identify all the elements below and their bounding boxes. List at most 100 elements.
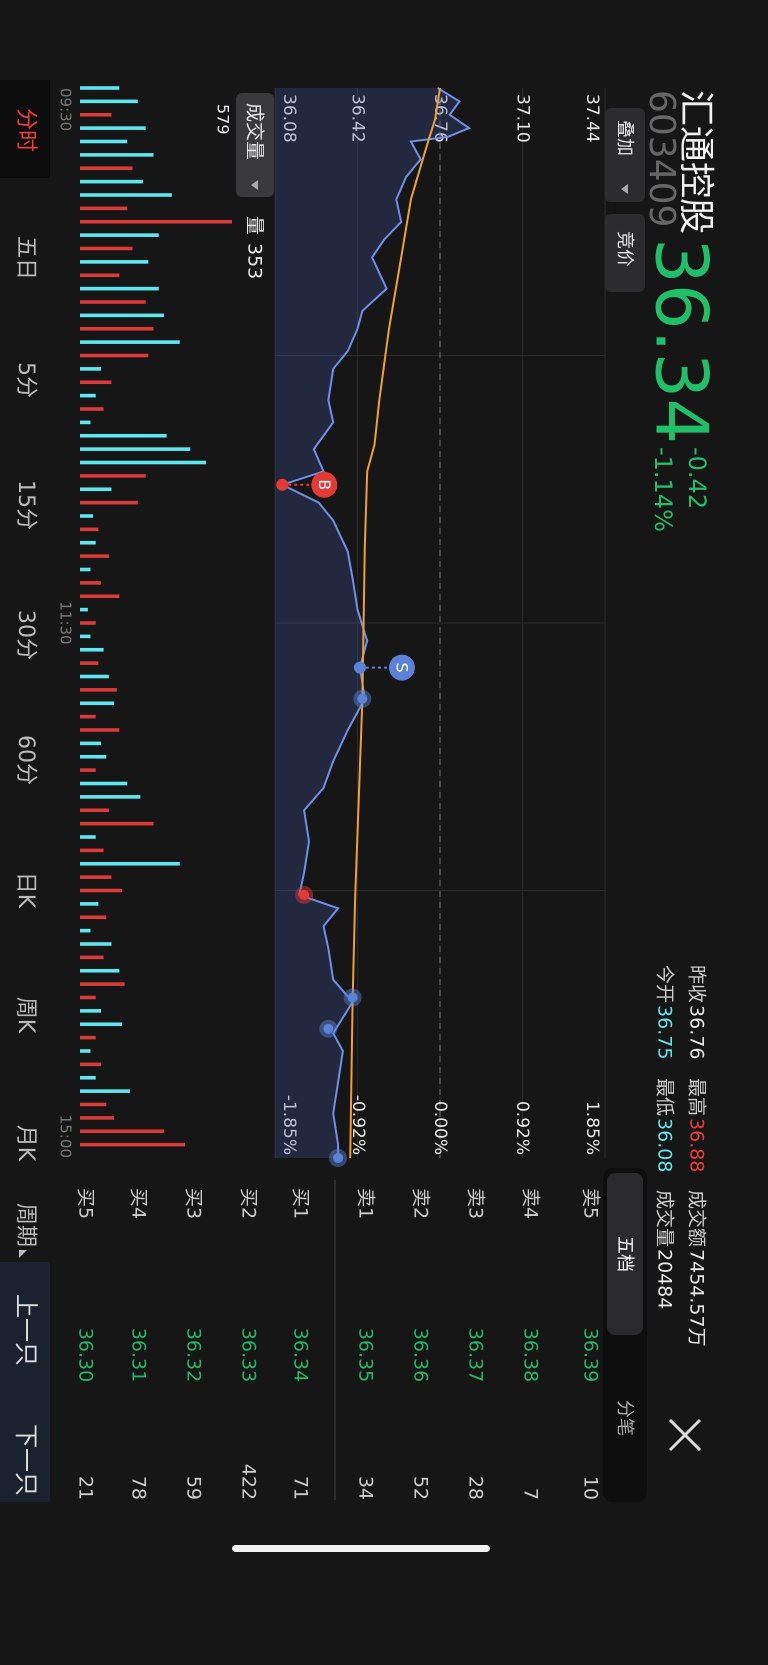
- auction-button[interactable]: [605, 214, 645, 292]
- volume-bar: [80, 661, 99, 665]
- book-price: 36.33: [238, 1328, 260, 1382]
- volume-bar: [79, 968, 120, 973]
- stat-value: 7454.57万: [686, 1249, 708, 1347]
- volume-bar: [79, 487, 112, 492]
- period-tab[interactable]: 月K: [13, 1125, 38, 1162]
- volume-bar: [80, 193, 172, 197]
- volume-bar: [80, 688, 117, 692]
- depth-tab[interactable]: 分笔: [614, 1400, 635, 1436]
- volume-bar: [79, 714, 96, 719]
- nav-button[interactable]: 下一只: [12, 1424, 40, 1496]
- volume-bar: [79, 567, 91, 572]
- volume-bar: [80, 955, 104, 960]
- book-label: 卖1: [355, 1188, 377, 1219]
- volume-bar: [80, 701, 115, 706]
- book-label: 卖2: [410, 1188, 432, 1219]
- stock-code: 603409: [641, 90, 682, 227]
- auction-label: 竞价: [614, 231, 635, 267]
- book-label: 买1: [290, 1188, 312, 1219]
- volume-bar: [80, 353, 149, 358]
- book-price: 36.38: [520, 1328, 542, 1382]
- trade-dot: [299, 889, 310, 900]
- volume-tick-label: 579: [214, 104, 233, 135]
- depth-tab: 五档: [614, 1236, 635, 1272]
- x-tick-label: 09:30: [57, 88, 75, 131]
- period-tab[interactable]: 60分: [13, 735, 38, 785]
- volume-bar: [80, 260, 149, 264]
- y-tick-label: 36.76: [430, 94, 450, 143]
- depth-tab-active[interactable]: [607, 1173, 643, 1335]
- volume-bar: [80, 447, 191, 451]
- stat-value: 36.08: [654, 1118, 676, 1172]
- volume-bar: [80, 326, 154, 331]
- book-price: 36.35: [355, 1328, 377, 1382]
- period-tab[interactable]: 15分: [13, 480, 38, 530]
- overlay-button[interactable]: [605, 108, 645, 202]
- book-volume: 7: [520, 1488, 542, 1500]
- period-tab[interactable]: 5分: [13, 362, 38, 398]
- volume-bar: [79, 540, 96, 545]
- y-tick-label: 37.44: [582, 94, 602, 143]
- dropdown-arrow: [621, 184, 628, 194]
- volume-button[interactable]: [236, 93, 274, 197]
- volume-bar: [79, 1035, 96, 1040]
- average-line: [349, 87, 441, 1159]
- home-indicator: [232, 1545, 490, 1552]
- volume-bar: [80, 219, 232, 224]
- period-tab[interactable]: 日K: [13, 872, 38, 909]
- volume-bar: [80, 848, 104, 853]
- volume-bar: [80, 514, 94, 518]
- volume-bar: [80, 527, 99, 532]
- volume-bar: [79, 367, 102, 371]
- stat-label: 最高: [686, 1078, 708, 1116]
- dropdown-arrow: [251, 180, 258, 190]
- price-change-pct: -1.14%: [649, 447, 677, 532]
- stat-value: 36.76: [686, 1005, 708, 1059]
- volume-bar: [79, 768, 96, 772]
- volume-bar: [79, 1102, 107, 1107]
- book-label: 买5: [75, 1188, 97, 1219]
- y-tick-label: 36.08: [279, 94, 299, 143]
- volume-bar: [79, 86, 120, 90]
- volume-readout-label: 量: [244, 216, 266, 235]
- trade-badge[interactable]: [388, 654, 415, 681]
- volume-bar: [79, 474, 146, 478]
- volume-bar: [79, 300, 146, 304]
- period-menu[interactable]: 周期: [13, 1203, 38, 1247]
- y2-tick-label: 1.85%: [582, 1101, 602, 1155]
- volume-bar: [80, 781, 128, 786]
- book-price: 36.34: [290, 1328, 312, 1382]
- volume-bar: [79, 112, 112, 117]
- trade-dot: [353, 661, 366, 674]
- period-tab[interactable]: 五日: [13, 236, 38, 280]
- trade-dot: [333, 1153, 344, 1163]
- book-price: 36.31: [128, 1328, 150, 1382]
- close-icon[interactable]: [668, 1418, 702, 1452]
- period-tab[interactable]: 分时: [13, 108, 38, 152]
- volume-bar: [79, 581, 102, 585]
- book-label: 卖3: [465, 1188, 487, 1219]
- volume-bar: [79, 1142, 186, 1147]
- book-volume: 59: [183, 1476, 205, 1500]
- period-tab[interactable]: 周K: [13, 997, 38, 1034]
- book-label: 卖5: [580, 1188, 602, 1219]
- volume-bar: [80, 808, 109, 813]
- stat-label: 成交量: [654, 1190, 676, 1247]
- volume-bar: [80, 607, 88, 612]
- book-label: 卖4: [520, 1188, 542, 1219]
- trade-badge[interactable]: [311, 471, 338, 498]
- volume-bar: [80, 888, 123, 893]
- volume-bar: [80, 821, 154, 826]
- stat-label: 昨收: [686, 965, 708, 1003]
- overlay-label: 叠加: [614, 120, 635, 156]
- volume-bar: [80, 153, 154, 157]
- volume-bar: [79, 1129, 165, 1134]
- stat-label: 今开: [654, 965, 676, 1003]
- book-volume: 28: [465, 1476, 487, 1500]
- book-volume: 34: [355, 1476, 377, 1500]
- period-tab[interactable]: 30分: [13, 610, 38, 660]
- nav-button[interactable]: 上一只: [12, 1294, 40, 1366]
